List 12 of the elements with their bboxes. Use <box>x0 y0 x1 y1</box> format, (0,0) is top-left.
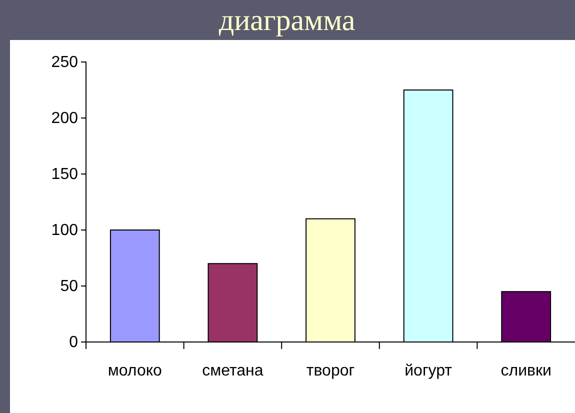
y-tick-label: 150 <box>51 166 78 184</box>
x-tick-label: творог <box>306 362 355 380</box>
chart-title: диаграмма <box>218 4 356 37</box>
y-tick-label: 0 <box>69 334 78 352</box>
x-tick-label: йогурт <box>404 362 453 380</box>
y-tick-label: 100 <box>51 222 78 240</box>
x-tick-label: сметана <box>202 362 264 380</box>
y-tick-label: 200 <box>51 110 78 128</box>
x-tick-label: сливки <box>500 362 552 380</box>
y-tick-label: 50 <box>60 278 78 296</box>
y-tick-label: 250 <box>51 54 78 72</box>
x-tick-label: молоко <box>108 362 162 380</box>
